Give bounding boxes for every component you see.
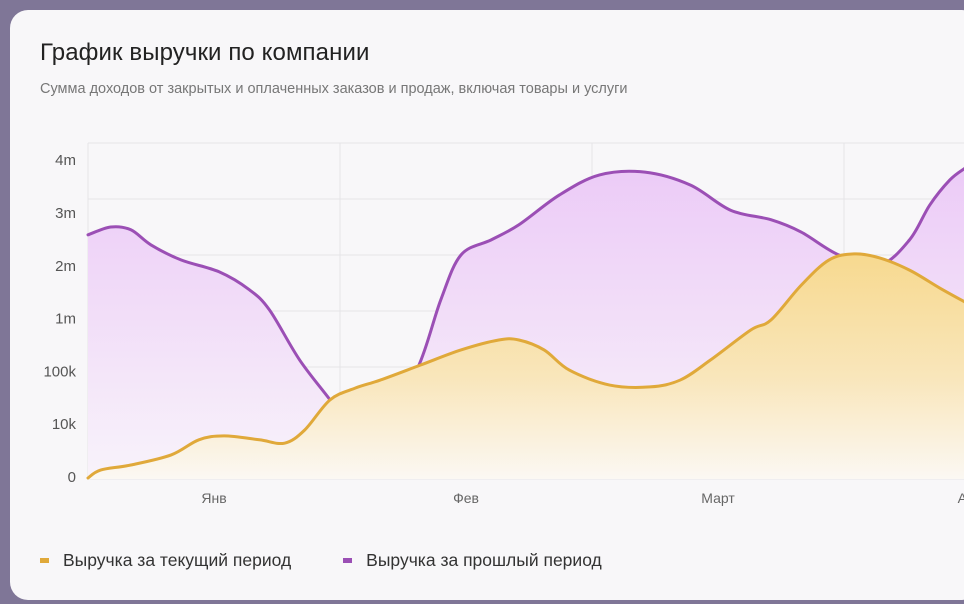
chart-legend: Выручка за текущий период Выручка за про… — [40, 550, 602, 571]
y-tick-label: 100k — [43, 363, 76, 380]
area-current — [88, 253, 964, 479]
legend-swatch-previous — [343, 558, 353, 563]
x-tick-label: Янв — [201, 490, 226, 506]
x-tick-label: Апр — [958, 490, 964, 506]
y-tick-label: 3m — [55, 205, 76, 222]
line-current — [86, 252, 964, 480]
y-tick-label: 10k — [52, 416, 77, 433]
legend-swatch-current — [40, 558, 49, 563]
revenue-area-chart: 0 10k 100k 1m 2m 3m 4m Янв Фев Март Апр — [43, 142, 964, 506]
x-tick-label: Фев — [453, 490, 479, 506]
y-tick-label: 1m — [55, 311, 76, 328]
legend-item-current[interactable]: Выручка за текущий период — [40, 550, 291, 571]
legend-label-previous: Выручка за прошлый период — [366, 550, 602, 570]
x-tick-label: Март — [701, 490, 735, 506]
chart-subtitle: Сумма доходов от закрытых и оплаченных з… — [40, 81, 628, 97]
chart-title: График выручки по компании — [40, 39, 370, 66]
legend-label-current: Выручка за текущий период — [63, 550, 292, 570]
legend-item-previous[interactable]: Выручка за прошлый период — [343, 550, 602, 571]
y-tick-label: 4m — [55, 152, 76, 169]
y-tick-label: 2m — [55, 258, 76, 275]
revenue-chart-card: График выручки по компании Сумма доходов… — [10, 10, 964, 600]
y-tick-label: 0 — [68, 469, 76, 486]
